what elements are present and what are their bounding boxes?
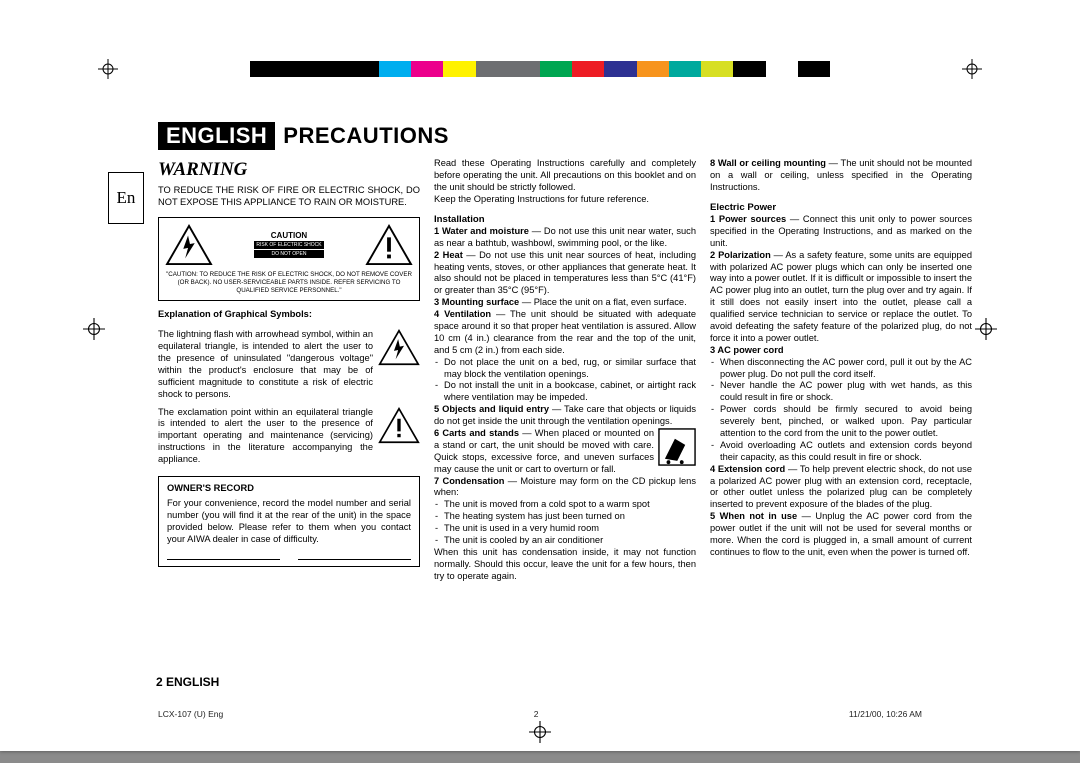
exclamation-triangle-icon xyxy=(378,407,420,448)
print-meta-row: LCX-107 (U) Eng 2 11/21/00, 10:26 AM xyxy=(158,709,922,719)
intro-text-2: Keep the Operating Instructions for futu… xyxy=(434,194,696,206)
item-lead: 2 Heat xyxy=(434,250,463,260)
item-text: — As a safety feature, some units are eq… xyxy=(710,250,972,343)
caution-line1: RISK OF ELECTRIC SHOCK xyxy=(254,241,323,249)
color-calibration-bar xyxy=(250,61,830,77)
item-lead: 1 Power sources xyxy=(710,214,786,224)
registration-mark-icon xyxy=(962,59,982,79)
item-text: — Do not use this unit near sources of h… xyxy=(434,250,696,296)
warning-text: TO REDUCE THE RISK OF FIRE OR ELECTRIC S… xyxy=(158,185,420,209)
exclamation-triangle-icon xyxy=(365,224,413,266)
item-lead: 5 When not in use xyxy=(710,511,797,521)
caution-center-label: CAUTION RISK OF ELECTRIC SHOCK DO NOT OP… xyxy=(254,231,323,260)
owners-title: OWNER'S RECORD xyxy=(167,483,411,495)
column-3: 8 Wall or ceiling mounting — The unit sh… xyxy=(710,158,972,583)
language-tab: En xyxy=(108,172,144,224)
item-tail: When this unit has condensation inside, … xyxy=(434,547,696,583)
page-header: ENGLISH PRECAUTIONS xyxy=(158,122,972,150)
caution-line2: DO NOT OPEN xyxy=(254,250,323,258)
lightning-triangle-icon xyxy=(378,329,420,370)
owners-text: For your convenience, record the model n… xyxy=(167,498,411,546)
page-content: En ENGLISH PRECAUTIONS WARNING TO REDUCE… xyxy=(0,86,1080,583)
item-lead: 2 Polarization xyxy=(710,250,771,260)
symbol-2-text: The exclamation point within an equilate… xyxy=(158,407,373,466)
item-text: — Place the unit on a flat, even surface… xyxy=(519,297,686,307)
registration-mark-icon xyxy=(98,59,118,79)
meta-datetime: 11/21/00, 10:26 AM xyxy=(849,709,922,719)
registration-marks-row xyxy=(0,52,1080,86)
item-lead: 4 Ventilation xyxy=(434,309,491,319)
bullet: The heating system has just been turned … xyxy=(444,511,696,523)
meta-filename: LCX-107 (U) Eng xyxy=(158,709,223,719)
item-lead: 1 Water and moisture xyxy=(434,226,529,236)
owners-record-box: OWNER'S RECORD For your convenience, rec… xyxy=(158,476,420,567)
warning-heading: WARNING xyxy=(158,158,420,182)
column-2: Read these Operating Instructions carefu… xyxy=(434,158,696,583)
bullet: Never handle the AC power plug with wet … xyxy=(720,380,972,404)
caution-subtext: "CAUTION: TO REDUCE THE RISK OF ELECTRIC… xyxy=(165,271,413,294)
page-footer: 2 ENGLISH xyxy=(156,673,924,691)
columns-container: WARNING TO REDUCE THE RISK OF FIRE OR EL… xyxy=(158,158,972,583)
bullet: Do not install the unit in a bookcase, c… xyxy=(444,380,696,404)
header-badge: ENGLISH xyxy=(158,122,275,150)
item-lead: 8 Wall or ceiling mounting xyxy=(710,158,826,168)
bullet: Avoid overloading AC outlets and extensi… xyxy=(720,440,972,464)
page-number: 2 ENGLISH xyxy=(156,675,219,689)
item-lead: 3 AC power cord xyxy=(710,345,784,355)
cart-tip-icon xyxy=(658,428,696,466)
caution-box: CAUTION RISK OF ELECTRIC SHOCK DO NOT OP… xyxy=(158,217,420,301)
item-lead: 3 Mounting surface xyxy=(434,297,519,307)
item-lead: 5 Objects and liquid entry xyxy=(434,404,549,414)
bullet: The unit is cooled by an air conditioner xyxy=(444,535,696,547)
bullet: Do not place the unit on a bed, rug, or … xyxy=(444,357,696,381)
symbol-1-text: The lightning flash with arrowhead symbo… xyxy=(158,329,373,400)
intro-text: Read these Operating Instructions carefu… xyxy=(434,158,696,194)
owners-blank-lines xyxy=(167,559,411,560)
manual-page: En ENGLISH PRECAUTIONS WARNING TO REDUCE… xyxy=(0,0,1080,751)
bullet: When disconnecting the AC power cord, pu… xyxy=(720,357,972,381)
installation-heading: Installation xyxy=(434,214,696,226)
header-title: PRECAUTIONS xyxy=(283,123,449,149)
item-lead: 7 Condensation xyxy=(434,476,504,486)
meta-page: 2 xyxy=(534,709,539,719)
registration-mark-icon xyxy=(529,721,551,743)
electric-power-heading: Electric Power xyxy=(710,202,972,214)
bullet: Power cords should be firmly secured to … xyxy=(720,404,972,440)
top-margin xyxy=(0,0,1080,52)
lightning-triangle-icon xyxy=(165,224,213,266)
bullet: The unit is used in a very humid room xyxy=(444,523,696,535)
item-lead: 6 Carts and stands xyxy=(434,428,519,438)
symbols-title: Explanation of Graphical Symbols: xyxy=(158,309,312,319)
column-1: WARNING TO REDUCE THE RISK OF FIRE OR EL… xyxy=(158,158,420,583)
caution-label: CAUTION xyxy=(254,231,323,241)
item-lead: 4 Extension cord xyxy=(710,464,785,474)
bullet: The unit is moved from a cold spot to a … xyxy=(444,499,696,511)
